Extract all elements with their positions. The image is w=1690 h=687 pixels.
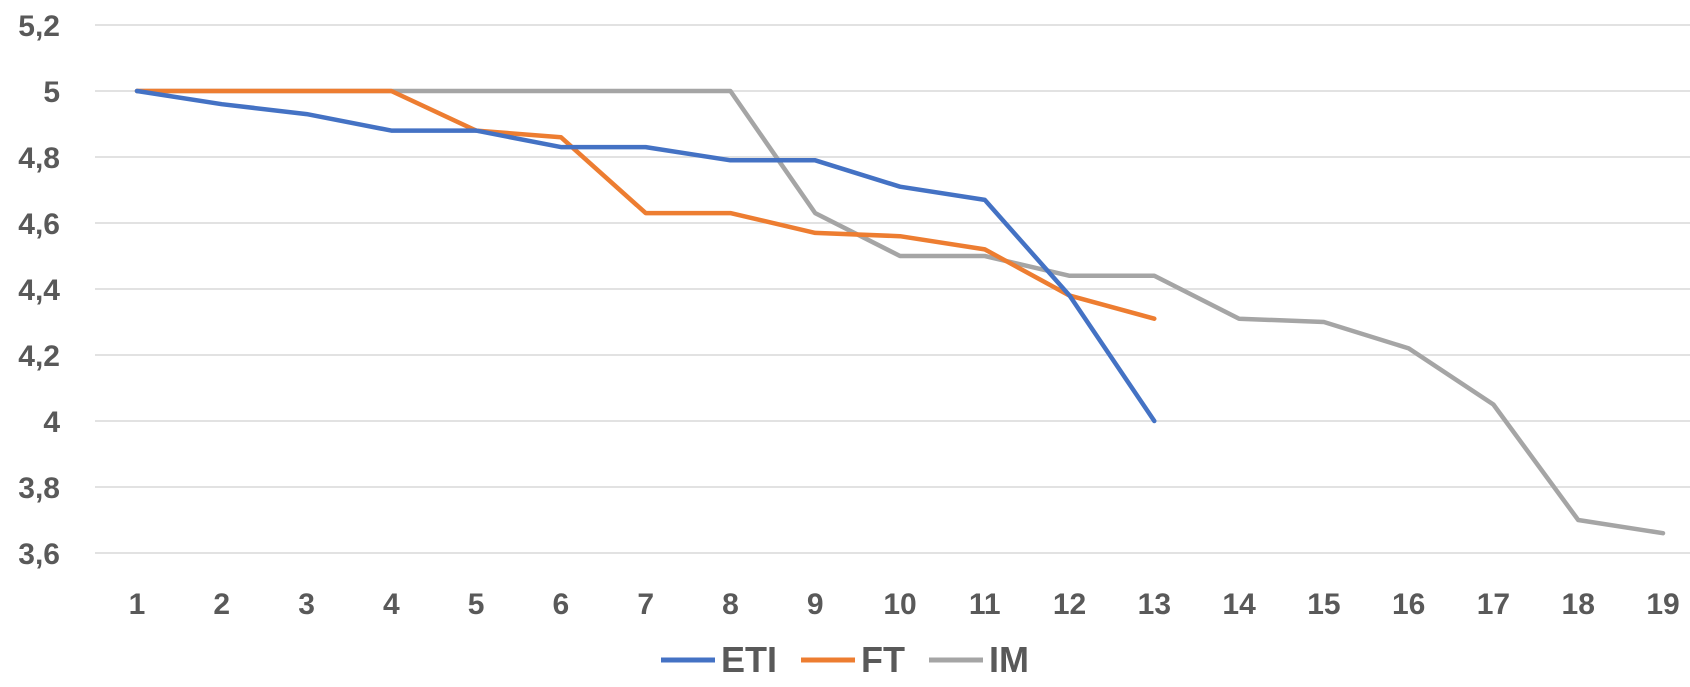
y-tick-label: 4,4: [18, 274, 60, 307]
legend-item-im: IM: [929, 639, 1029, 680]
x-tick-label: 7: [637, 588, 654, 621]
x-tick-label: 11: [969, 588, 1001, 621]
x-tick-label: 13: [1138, 588, 1171, 621]
legend-item-eti: ETI: [661, 639, 777, 680]
x-tick-label: 2: [213, 588, 230, 621]
y-tick-label: 4: [43, 406, 60, 439]
y-tick-label: 3,6: [18, 538, 60, 571]
x-tick-label: 16: [1392, 588, 1425, 621]
x-tick-label: 6: [553, 588, 570, 621]
series-line-ft: [134, 88, 1157, 321]
legend-label: ETI: [721, 639, 777, 680]
x-tick-label: 9: [807, 588, 824, 621]
y-axis-tick-labels: 3,6 3,8 4 4,2 4,4 4,6 4,8 5 5,2: [18, 10, 60, 571]
x-tick-label: 14: [1222, 588, 1256, 621]
x-tick-label: 3: [298, 588, 315, 621]
x-tick-label: 17: [1477, 588, 1510, 621]
y-tick-label: 3,8: [18, 472, 60, 505]
y-tick-label: 4,6: [18, 208, 60, 241]
legend-label: FT: [861, 639, 905, 680]
y-tick-label: 4,8: [18, 142, 60, 175]
x-tick-label: 19: [1646, 588, 1679, 621]
x-tick-label: 15: [1307, 588, 1340, 621]
x-tick-label: 5: [468, 588, 485, 621]
gridlines: [95, 24, 1690, 554]
y-tick-label: 4,2: [18, 340, 60, 373]
legend-label: IM: [989, 639, 1029, 680]
x-tick-label: 18: [1562, 588, 1595, 621]
x-axis-tick-labels: 1 2 3 4 5 6 7 8 9 10 11 12 13 14 15 16 17 18 19: [129, 588, 1680, 621]
series-line-eti: [134, 88, 1157, 424]
legend-item-ft: FT: [801, 639, 905, 680]
x-tick-label: 1: [129, 588, 146, 621]
y-tick-label: 5: [43, 76, 60, 109]
legend: ETI FT IM: [661, 639, 1029, 680]
x-tick-label: 12: [1053, 588, 1086, 621]
y-tick-label: 5,2: [18, 10, 60, 43]
x-tick-label: 4: [383, 588, 400, 621]
x-tick-label: 8: [722, 588, 739, 621]
series-lines: [134, 88, 1666, 536]
x-tick-label: 10: [883, 588, 916, 621]
